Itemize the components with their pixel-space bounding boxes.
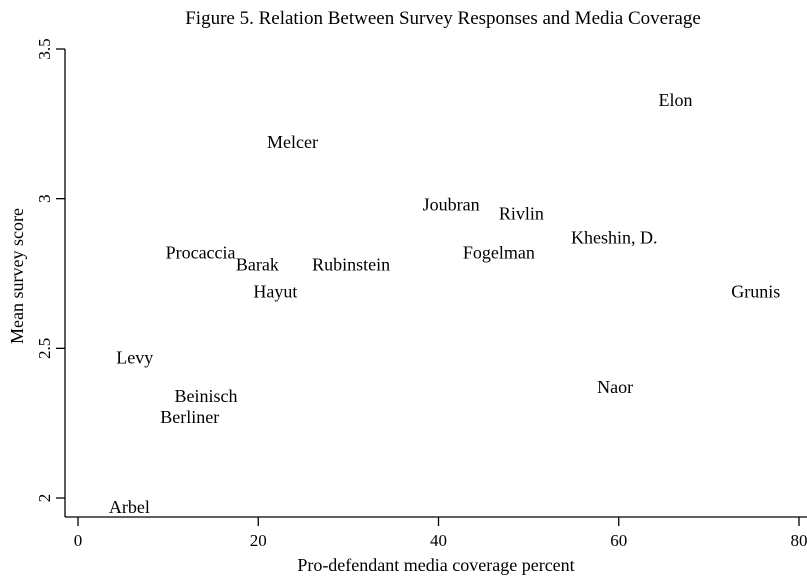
y-tick-label: 2.5 [35, 338, 54, 359]
x-tick-label: 80 [791, 531, 807, 550]
y-tick-label: 3 [35, 194, 54, 203]
point-label: Melcer [267, 132, 318, 152]
point-label: Fogelman [463, 243, 535, 263]
chart-title: Figure 5. Relation Between Survey Respon… [185, 8, 701, 29]
y-axis-ticks: 2 2.5 3 3.5 [35, 38, 65, 502]
x-axis-label: Pro-defendant media coverage percent [297, 555, 574, 575]
y-tick-label: 2 [35, 494, 54, 503]
point-label: Kheshin, D. [571, 228, 658, 248]
point-label: Hayut [253, 281, 297, 301]
point-label: Naor [597, 377, 633, 397]
point-label: Joubran [423, 195, 480, 215]
x-tick-label: 20 [250, 531, 267, 550]
x-tick-label: 0 [74, 531, 83, 550]
point-label: Levy [116, 347, 153, 367]
point-label: Barak [236, 255, 279, 275]
point-label: Elon [659, 90, 693, 110]
point-label: Beinisch [174, 386, 237, 406]
point-label: Berliner [160, 407, 219, 427]
point-label: Rivlin [499, 204, 544, 224]
x-tick-label: 60 [610, 531, 627, 550]
point-label: Grunis [731, 281, 780, 301]
data-points: Elon Melcer Joubran Rivlin Kheshin, D. Fogelm… [109, 90, 780, 517]
y-axis-label: Mean survey score [7, 208, 27, 344]
y-tick-label: 3.5 [35, 38, 54, 59]
x-axis-ticks: 0 20 40 60 80 [74, 517, 807, 550]
point-label: Rubinstein [312, 255, 390, 275]
point-label: Procaccia [166, 243, 236, 263]
x-tick-label: 40 [430, 531, 447, 550]
point-label: Arbel [109, 497, 150, 517]
